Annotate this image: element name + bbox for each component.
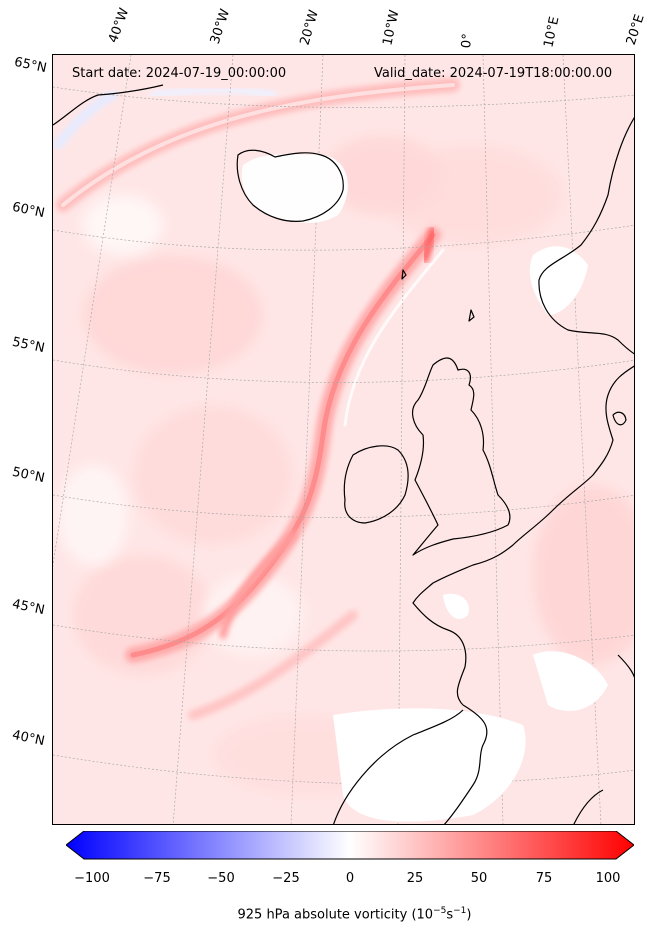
lat-label-50n: 50°N: [10, 464, 46, 487]
valid-date-text: Valid_date: 2024-07-19T18:00:00.00: [374, 66, 613, 81]
lon-label-30w: 30°W: [207, 7, 234, 46]
lon-label-20w: 20°W: [297, 8, 322, 48]
colorbar-tick-6: 25: [406, 871, 424, 886]
colorbar-tick-9: 100: [595, 871, 621, 886]
colorbar-tick-3: −50: [207, 871, 235, 886]
coast-mediterranean: [573, 789, 604, 824]
lat-label-60n: 60°N: [10, 199, 46, 222]
colorbar: [66, 831, 634, 860]
coast-ireland: [343, 445, 409, 524]
coast-iberia-west: [443, 704, 488, 824]
lat-label-45n: 45°N: [10, 596, 46, 619]
lon-label-0: 0°: [459, 32, 476, 49]
low-vorticity-areas: [58, 195, 303, 655]
lon-label-40w: 40°W: [105, 6, 133, 45]
colorbar-gradient: [66, 831, 634, 860]
lon-label-10e: 10°E: [541, 15, 563, 50]
colorbar-tick-5: 0: [345, 871, 355, 886]
map-canvas: [53, 55, 634, 824]
coast-iceland: [236, 149, 344, 222]
coast-shetland: [468, 309, 475, 322]
colorbar-tick-1: −100: [74, 871, 110, 886]
coast-continent-north: [412, 365, 634, 706]
land-masks: [241, 154, 608, 822]
colorbar-label: 925 hPa absolute vorticity (10−5s−1): [237, 906, 472, 923]
coast-faroes: [401, 269, 407, 280]
lon-label-10w: 10°W: [380, 8, 403, 47]
coast-greenland: [53, 84, 164, 126]
lat-label-65n: 65°N: [12, 54, 48, 77]
coast-alps: [617, 654, 634, 678]
coastlines: [53, 84, 634, 824]
coast-norway: [538, 117, 634, 355]
colorbar-tick-7: 50: [470, 871, 488, 886]
coast-denmark-island: [612, 411, 627, 426]
vorticity-map: [52, 54, 635, 825]
colorbar-tick-8: 75: [535, 871, 553, 886]
lon-label-20e: 20°E: [623, 12, 648, 48]
coast-great-britain: [411, 357, 511, 556]
lat-label-40n: 40°N: [10, 727, 46, 750]
frontal-bands: [53, 78, 460, 720]
coast-iberia-north: [333, 709, 464, 824]
colorbar-tick-2: −75: [143, 871, 171, 886]
start-date-text: Start date: 2024-07-19_00:00:00: [72, 66, 287, 81]
lat-label-55n: 55°N: [10, 334, 46, 357]
colorbar-tick-4: −25: [272, 871, 300, 886]
